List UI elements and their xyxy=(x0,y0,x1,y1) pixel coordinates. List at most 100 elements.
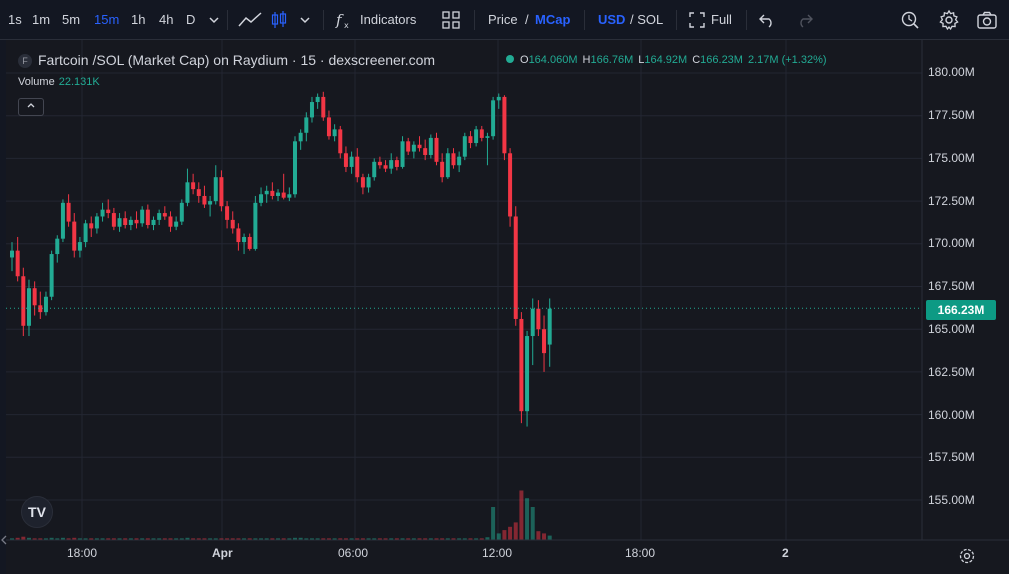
interval-1s[interactable]: 1s xyxy=(8,12,22,27)
candle[interactable] xyxy=(49,250,54,301)
candle[interactable] xyxy=(491,96,496,140)
candle[interactable] xyxy=(349,151,354,174)
price-chart[interactable] xyxy=(0,40,1009,574)
candlestick-icon[interactable] xyxy=(268,9,290,31)
candle[interactable] xyxy=(179,199,184,226)
candle[interactable] xyxy=(530,298,535,366)
interval-5m[interactable]: 5m xyxy=(62,12,81,27)
candle[interactable] xyxy=(21,267,26,337)
candle[interactable] xyxy=(134,211,139,229)
candle[interactable] xyxy=(428,134,433,159)
candle[interactable] xyxy=(157,209,162,226)
collapse-legend-button[interactable] xyxy=(18,98,44,116)
tradingview-logo[interactable]: TV xyxy=(21,496,53,528)
candle[interactable] xyxy=(38,291,43,319)
candle[interactable] xyxy=(225,201,230,229)
candle[interactable] xyxy=(26,279,31,337)
candle[interactable] xyxy=(343,146,348,173)
mcap-toggle[interactable]: MCap xyxy=(535,12,571,27)
usd-toggle[interactable]: USD xyxy=(598,12,626,27)
candle[interactable] xyxy=(525,330,530,427)
candle[interactable] xyxy=(213,165,218,205)
candle[interactable] xyxy=(457,151,462,173)
candle[interactable] xyxy=(140,206,145,227)
candle[interactable] xyxy=(151,216,156,231)
candle[interactable] xyxy=(293,136,297,198)
interval-1h[interactable]: 1h xyxy=(131,12,146,27)
candle[interactable] xyxy=(496,93,501,109)
axis-settings-icon[interactable] xyxy=(958,547,976,565)
candle[interactable] xyxy=(100,202,105,222)
candle[interactable] xyxy=(502,95,507,161)
candle[interactable] xyxy=(117,213,122,232)
interval-4h[interactable]: 4h xyxy=(159,12,174,27)
candle[interactable] xyxy=(111,207,116,231)
candle[interactable] xyxy=(202,185,207,208)
candle[interactable] xyxy=(479,125,484,142)
chevron-down-icon[interactable] xyxy=(294,9,316,31)
candle[interactable] xyxy=(321,91,326,121)
candle[interactable] xyxy=(15,236,20,282)
candle[interactable] xyxy=(94,213,99,234)
candle[interactable] xyxy=(32,281,37,316)
candle[interactable] xyxy=(66,194,71,227)
candle[interactable] xyxy=(236,223,241,251)
candle[interactable] xyxy=(332,124,337,142)
candle[interactable] xyxy=(462,132,467,161)
candle[interactable] xyxy=(60,199,65,243)
candle[interactable] xyxy=(547,298,552,367)
indicators-button[interactable]: Indicators xyxy=(360,12,417,27)
candle[interactable] xyxy=(247,233,252,251)
candle[interactable] xyxy=(406,137,411,155)
candle[interactable] xyxy=(445,148,450,179)
candle[interactable] xyxy=(508,148,513,227)
candle[interactable] xyxy=(423,139,428,161)
candle[interactable] xyxy=(440,153,445,183)
candle[interactable] xyxy=(281,173,286,200)
scroll-left-icon[interactable] xyxy=(1,535,7,545)
candle[interactable] xyxy=(389,153,394,174)
candle[interactable] xyxy=(474,125,479,147)
candle[interactable] xyxy=(264,185,269,203)
interval-d[interactable]: D xyxy=(186,12,196,27)
candle[interactable] xyxy=(83,219,88,248)
candle[interactable] xyxy=(355,148,360,183)
interval-15m[interactable]: 15m xyxy=(94,12,120,27)
candle[interactable] xyxy=(338,125,343,159)
candle[interactable] xyxy=(411,141,416,159)
candle[interactable] xyxy=(77,236,82,258)
candle[interactable] xyxy=(417,136,422,152)
layout-grid-icon[interactable] xyxy=(440,9,462,31)
candle[interactable] xyxy=(253,195,258,251)
symbol-title[interactable]: Fartcoin /SOL (Market Cap) on Raydium · … xyxy=(38,52,436,68)
candle[interactable] xyxy=(304,112,309,142)
candle[interactable] xyxy=(287,187,292,202)
candle[interactable] xyxy=(128,216,133,231)
candle[interactable] xyxy=(10,242,14,272)
candle[interactable] xyxy=(168,211,173,232)
candle[interactable] xyxy=(519,312,524,424)
candle[interactable] xyxy=(106,199,111,219)
price-toggle[interactable]: Price xyxy=(488,12,518,27)
candle[interactable] xyxy=(242,233,247,255)
candle[interactable] xyxy=(372,158,377,181)
candle[interactable] xyxy=(377,156,382,169)
gear-icon[interactable] xyxy=(938,9,960,31)
candle[interactable] xyxy=(196,182,201,203)
candle[interactable] xyxy=(383,160,388,173)
candle[interactable] xyxy=(298,129,303,150)
candle[interactable] xyxy=(468,131,473,149)
candle[interactable] xyxy=(191,173,196,195)
candle[interactable] xyxy=(72,213,77,258)
candle[interactable] xyxy=(451,148,456,169)
candle[interactable] xyxy=(230,211,235,234)
candle[interactable] xyxy=(123,211,128,229)
candle[interactable] xyxy=(208,195,213,217)
candle[interactable] xyxy=(513,206,518,326)
interval-1m[interactable]: 1m xyxy=(32,12,51,27)
candle[interactable] xyxy=(259,187,264,207)
candle[interactable] xyxy=(434,132,439,166)
sol-toggle[interactable]: / SOL xyxy=(630,12,664,27)
candle[interactable] xyxy=(366,173,371,193)
